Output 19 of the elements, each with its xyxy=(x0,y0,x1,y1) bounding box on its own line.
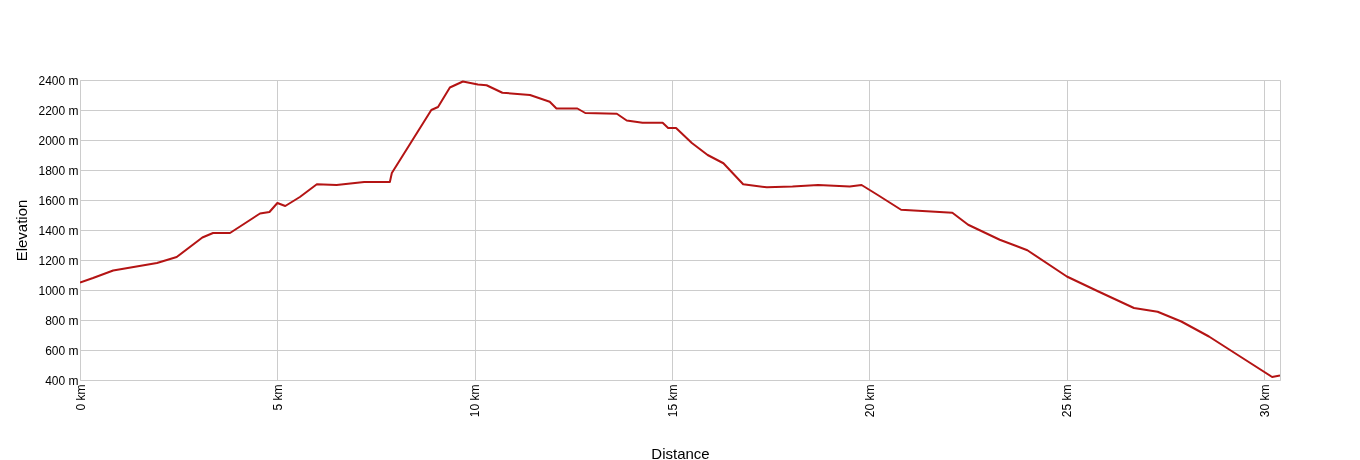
y-tick-label: 600 m xyxy=(45,343,79,358)
x-tick-label: 10 km xyxy=(468,384,483,418)
x-axis-title: Distance xyxy=(651,445,710,460)
x-tick-label: 30 km xyxy=(1257,384,1272,418)
y-tick-label: 2200 m xyxy=(38,103,79,118)
x-tick-label: 25 km xyxy=(1060,384,1075,418)
y-tick-label: 800 m xyxy=(45,313,79,328)
y-tick-label: 1000 m xyxy=(38,283,79,298)
x-tick-label: 20 km xyxy=(862,384,877,418)
y-tick-label: 2000 m xyxy=(38,133,79,148)
x-tick-label: 5 km xyxy=(270,384,285,411)
y-tick-label: 1600 m xyxy=(38,193,79,208)
y-tick-label: 2400 m xyxy=(38,73,79,88)
y-tick-label: 1400 m xyxy=(38,223,79,238)
line-series xyxy=(80,80,1280,378)
y-axis-title: Elevation xyxy=(13,199,31,262)
x-tick-label: 15 km xyxy=(665,384,680,418)
y-tick-label: 1800 m xyxy=(38,163,79,178)
y-tick-label: 1200 m xyxy=(38,253,79,268)
